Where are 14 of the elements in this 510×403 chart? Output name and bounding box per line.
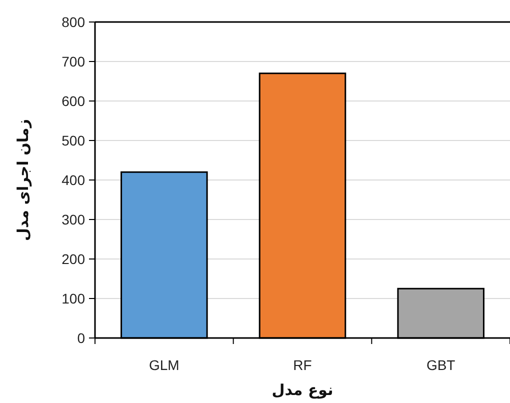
y-tick-label: 600 [62, 93, 86, 109]
y-tick-label: 0 [77, 330, 86, 346]
y-tick-label: 700 [62, 54, 86, 70]
y-tick-label: 800 [62, 14, 86, 30]
y-tick-label: 100 [62, 290, 86, 306]
x-tick-label: RF [293, 357, 312, 373]
y-axis-title: زمان اجرای مدل [14, 119, 32, 241]
x-tick-label: GLM [148, 357, 180, 373]
x-tick-label: GBT [426, 357, 456, 373]
y-tick-label: 500 [62, 132, 86, 148]
y-tick-label: 200 [62, 251, 86, 267]
y-tick-label: 300 [62, 212, 86, 228]
x-axis-title: نوع مدل [272, 381, 334, 399]
y-tick-label: 400 [62, 172, 86, 188]
